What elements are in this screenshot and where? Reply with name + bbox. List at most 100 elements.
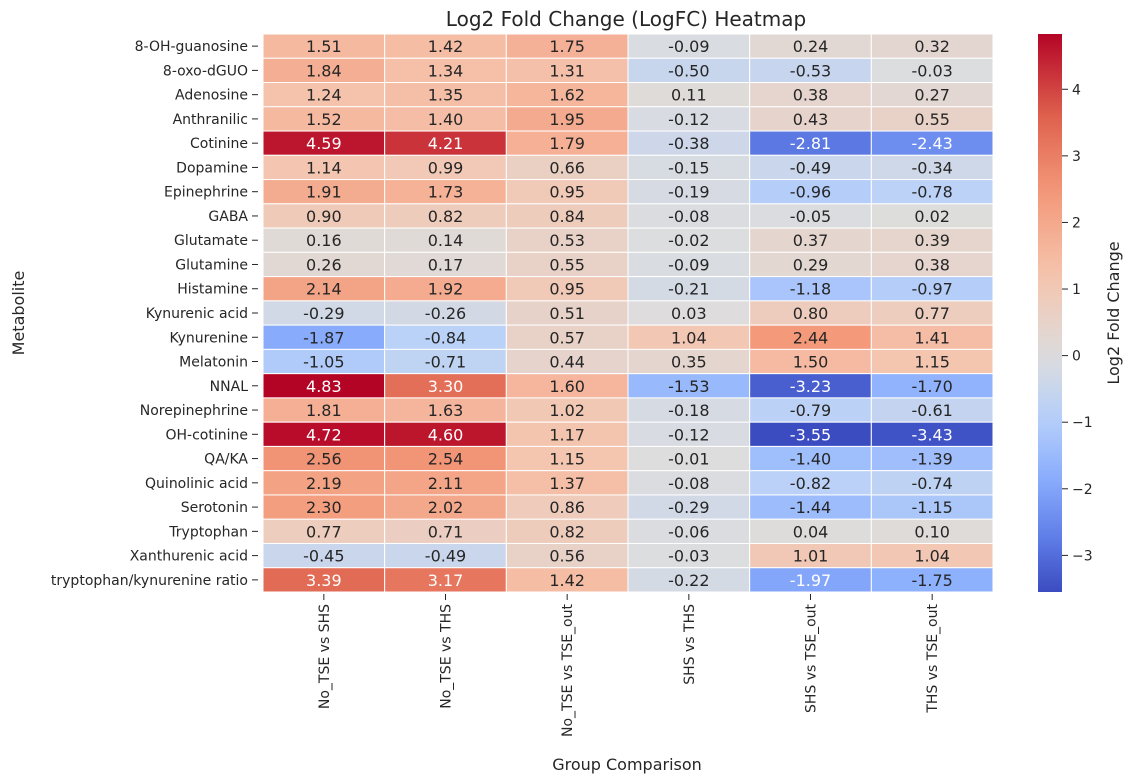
heatmap-cell bbox=[384, 82, 507, 108]
cell-value-label: 1.37 bbox=[549, 474, 585, 493]
cell-value-label: 0.43 bbox=[793, 110, 829, 129]
cell-value-label: 0.84 bbox=[549, 207, 585, 226]
heatmap-cell bbox=[505, 130, 629, 156]
colorbar-label: Log2 Fold Change bbox=[1104, 241, 1123, 384]
heatmap-cell bbox=[870, 445, 994, 472]
colorbar-tick-label: 3 bbox=[1072, 149, 1081, 165]
heatmap-cells: 1.51 1.42 1.75 -0.09 0.24 0.32 1.84 1.34 1.31 -0.… bbox=[262, 33, 994, 593]
heatmap-cell bbox=[384, 494, 507, 520]
heatmap-cell bbox=[505, 542, 629, 569]
cell-value-label: -3.23 bbox=[790, 377, 831, 396]
column-label: SHS vs THS bbox=[682, 604, 698, 685]
heatmap-cell bbox=[262, 179, 386, 205]
cell-value-label: 1.34 bbox=[428, 61, 464, 80]
colorbar-tick-label: 1 bbox=[1072, 282, 1081, 298]
cell-value-label: 0.77 bbox=[306, 522, 342, 541]
row-label: Glutamate bbox=[174, 233, 248, 249]
cell-value-label: 1.15 bbox=[914, 353, 950, 372]
cell-value-label: 4.60 bbox=[428, 425, 464, 444]
heatmap-cell bbox=[627, 373, 751, 399]
heatmap-cell bbox=[505, 227, 629, 253]
cell-value-label: 1.60 bbox=[549, 377, 585, 396]
row-label: Epinephrine bbox=[164, 185, 248, 201]
heatmap-cell bbox=[384, 567, 507, 593]
cell-value-label: 0.56 bbox=[549, 547, 585, 566]
cell-value-label: 2.54 bbox=[428, 450, 464, 469]
heatmap-cell bbox=[627, 276, 751, 302]
colorbar: −3 −2 −1 0 1 2 3 4 bbox=[1038, 34, 1093, 592]
heatmap-cell bbox=[870, 567, 994, 593]
cell-value-label: 4.83 bbox=[306, 377, 342, 396]
row-label: NNAL bbox=[210, 379, 249, 395]
cell-value-label: 2.44 bbox=[793, 328, 829, 347]
cell-value-label: -0.79 bbox=[790, 401, 831, 420]
cell-value-label: -2.43 bbox=[911, 134, 952, 153]
cell-value-label: -3.55 bbox=[790, 425, 831, 444]
heatmap-cell bbox=[749, 397, 872, 423]
cell-value-label: 0.51 bbox=[549, 304, 585, 323]
heatmap-cell bbox=[870, 300, 994, 326]
cell-value-label: 0.90 bbox=[306, 207, 342, 226]
heatmap-cell bbox=[262, 203, 386, 229]
cell-value-label: -0.22 bbox=[668, 571, 709, 590]
heatmap-cell bbox=[384, 470, 507, 496]
cell-value-label: 1.79 bbox=[549, 134, 585, 153]
colorbar-tick-label: 2 bbox=[1072, 215, 1081, 231]
heatmap-cell bbox=[870, 276, 994, 302]
cell-value-label: 1.50 bbox=[793, 353, 829, 372]
cell-value-label: 0.38 bbox=[914, 255, 950, 274]
row-label: Serotonin bbox=[181, 500, 248, 516]
heatmap-cell bbox=[505, 203, 629, 229]
heatmap-cell bbox=[505, 324, 629, 350]
row-label: tryptophan/kynurenine ratio bbox=[51, 573, 248, 589]
cell-value-label: -0.84 bbox=[425, 328, 466, 347]
heatmap-cell bbox=[870, 494, 994, 520]
cell-value-label: 1.91 bbox=[306, 183, 342, 202]
cell-value-label: 0.71 bbox=[428, 522, 464, 541]
heatmap-cell bbox=[262, 421, 386, 447]
heatmap-cell bbox=[627, 421, 751, 447]
cell-value-label: -0.82 bbox=[790, 474, 831, 493]
cell-value-label: -0.97 bbox=[911, 280, 952, 299]
cell-value-label: -1.40 bbox=[790, 450, 831, 469]
cell-value-label: -1.70 bbox=[911, 377, 952, 396]
heatmap-cell bbox=[505, 373, 629, 399]
column-label: No_TSE vs TSE_out bbox=[560, 603, 576, 737]
cell-value-label: 2.11 bbox=[428, 474, 464, 493]
heatmap-cell bbox=[870, 82, 994, 108]
cell-value-label: 1.17 bbox=[549, 425, 585, 444]
row-label: Tryptophan bbox=[168, 524, 248, 540]
cell-value-label: -0.12 bbox=[668, 425, 709, 444]
cell-value-label: 0.86 bbox=[549, 498, 585, 517]
cell-value-label: 2.30 bbox=[306, 498, 342, 517]
row-label: 8-OH-guanosine bbox=[135, 39, 248, 55]
cell-value-label: 1.95 bbox=[549, 110, 585, 129]
cell-value-label: -0.19 bbox=[668, 183, 709, 202]
heatmap-cell bbox=[870, 227, 994, 253]
cell-value-label: 4.21 bbox=[428, 134, 464, 153]
heatmap-cell bbox=[262, 348, 386, 375]
heatmap-cell bbox=[749, 227, 872, 253]
column-label: No_TSE vs SHS bbox=[317, 604, 333, 709]
colorbar-tick-label: −3 bbox=[1072, 548, 1093, 564]
heatmap-cell bbox=[627, 82, 751, 108]
heatmap-cell bbox=[384, 227, 507, 253]
cell-value-label: -0.15 bbox=[668, 158, 709, 177]
cell-value-label: 0.27 bbox=[914, 86, 950, 105]
cell-value-label: 0.03 bbox=[671, 304, 707, 323]
heatmap-cell bbox=[262, 300, 386, 326]
cell-value-label: -1.44 bbox=[790, 498, 831, 517]
heatmap-cell bbox=[262, 324, 386, 350]
cell-value-label: -0.45 bbox=[303, 547, 344, 566]
cell-value-label: -0.03 bbox=[668, 547, 709, 566]
cell-value-label: 0.10 bbox=[914, 522, 950, 541]
row-label: Norepinephrine bbox=[140, 403, 248, 419]
cell-value-label: 1.62 bbox=[549, 86, 585, 105]
heatmap-cell bbox=[384, 324, 507, 350]
heatmap-cell bbox=[870, 542, 994, 569]
heatmap-cell bbox=[384, 33, 507, 59]
heatmap-cell bbox=[262, 494, 386, 520]
cell-value-label: 0.55 bbox=[549, 255, 585, 274]
heatmap-cell bbox=[384, 57, 507, 84]
